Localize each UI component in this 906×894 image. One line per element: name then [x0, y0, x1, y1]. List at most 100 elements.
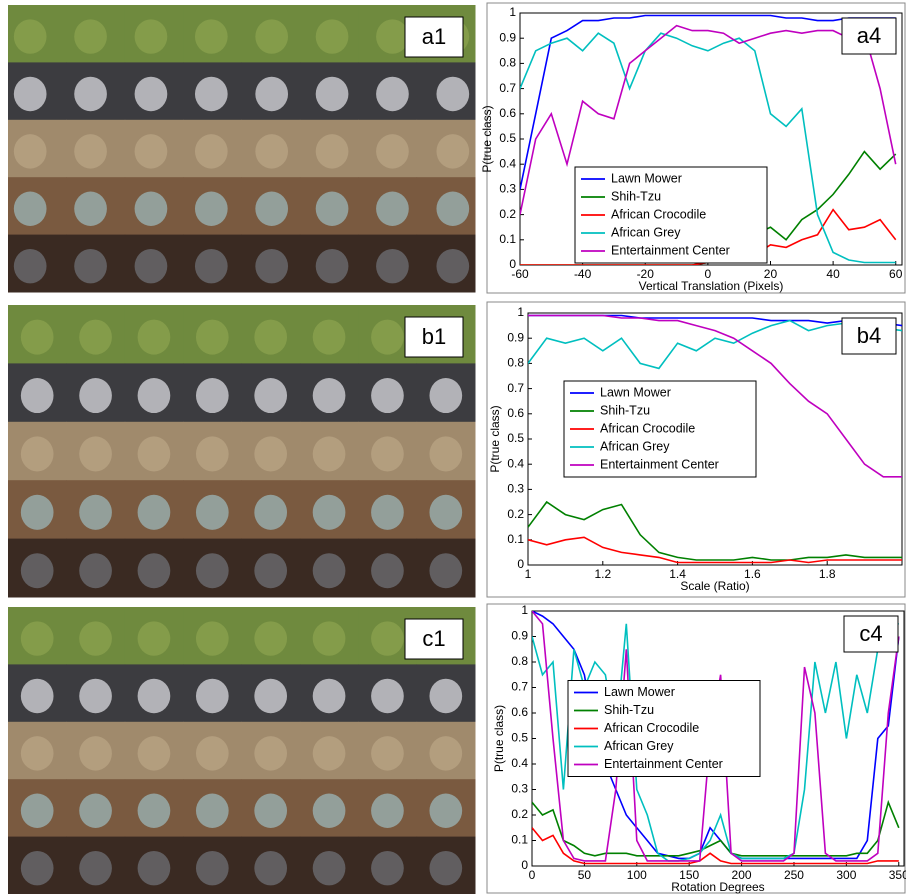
image-subject: [255, 76, 289, 112]
image-subject: [376, 19, 409, 54]
image-subject: [134, 191, 168, 226]
image-subject: [13, 134, 47, 169]
image-subject: [371, 621, 404, 656]
annotation: b4: [857, 323, 881, 348]
series-line: [528, 319, 902, 370]
image-subject: [74, 191, 107, 226]
x-tick-label: -60: [511, 267, 529, 281]
legend-label: African Grey: [604, 739, 674, 753]
image-subject: [315, 19, 349, 54]
image-subject: [255, 134, 289, 169]
image-subject: [429, 850, 463, 886]
image-subject: [436, 248, 470, 284]
y-tick-label: 0.3: [499, 182, 516, 196]
x-axis-label: Rotation Degrees: [671, 880, 764, 894]
series-line: [520, 24, 897, 215]
legend-label: African Crocodile: [604, 721, 699, 735]
image-subject: [315, 191, 349, 226]
image-subject: [20, 678, 54, 714]
image-subject: [134, 248, 168, 284]
image-subject: [254, 494, 288, 530]
image-grid: [8, 5, 476, 293]
x-tick-label: 1.6: [744, 567, 761, 581]
image-subject: [312, 678, 346, 714]
image-subject: [436, 191, 470, 226]
image-subject: [74, 19, 107, 54]
image-subject: [371, 736, 404, 771]
annotation-box: [841, 17, 897, 55]
image-subject: [254, 678, 288, 714]
y-axis-label: P(true class): [480, 105, 494, 172]
image-subject: [13, 76, 47, 112]
y-tick-label: 1: [517, 305, 524, 319]
y-tick-label: 0.4: [499, 156, 516, 170]
image-subject: [254, 553, 288, 589]
image-subject: [137, 436, 171, 472]
y-tick-label: 0.4: [507, 456, 524, 470]
y-tick-label: 0.8: [507, 356, 524, 370]
x-axis-label: Scale (Ratio): [680, 579, 749, 593]
image-subject: [315, 76, 349, 112]
image-subject: [137, 850, 171, 886]
image-subject: [254, 378, 288, 414]
image-subject: [195, 793, 229, 828]
image-subject: [79, 553, 112, 589]
y-tick-label: 0: [509, 257, 516, 271]
image-subject: [79, 850, 112, 886]
x-tick-label: 0: [705, 267, 712, 281]
image-subject: [371, 553, 404, 589]
image-subject: [312, 850, 346, 886]
image-subject: [429, 793, 463, 828]
y-tick-label: 1: [521, 603, 528, 617]
image-subject: [371, 678, 404, 714]
y-tick-label: 0.5: [511, 731, 528, 745]
y-tick-label: 0.1: [507, 532, 524, 546]
image-subject: [13, 191, 47, 226]
image-subject: [74, 134, 107, 169]
y-tick-label: 0: [521, 858, 528, 872]
y-tick-label: 1: [509, 5, 516, 19]
legend-label: Shih-Tzu: [604, 703, 654, 717]
series-line: [528, 500, 902, 561]
image-subject: [255, 191, 289, 226]
x-tick-label: 1: [525, 567, 532, 581]
y-tick-label: 0.2: [507, 507, 524, 521]
image-subject: [312, 436, 346, 472]
x-tick-label: 0: [529, 868, 536, 882]
image-subject: [79, 436, 112, 472]
panel-label: c1: [422, 626, 445, 651]
x-tick-label: -40: [574, 267, 592, 281]
image-subject: [74, 248, 107, 284]
image-subject: [312, 621, 346, 656]
series-line: [532, 623, 899, 862]
legend-label: Entertainment Center: [611, 243, 730, 257]
image-subject: [79, 678, 112, 714]
image-subject: [134, 76, 168, 112]
image-subject: [312, 793, 346, 828]
legend-label: Entertainment Center: [604, 757, 723, 771]
series-line: [520, 32, 896, 264]
image-subject: [137, 378, 171, 414]
image-subject: [254, 319, 288, 355]
y-tick-label: 0.2: [511, 807, 528, 821]
image-subject: [194, 191, 228, 226]
image-subject: [312, 736, 346, 771]
image-subject: [20, 793, 54, 828]
legend-label: Entertainment Center: [600, 457, 719, 471]
y-tick-label: 0.7: [499, 81, 516, 95]
y-axis-label: P(true class): [492, 705, 506, 772]
y-tick-label: 0.3: [511, 782, 528, 796]
image-subject: [429, 494, 463, 530]
series-line: [532, 799, 900, 857]
image-subject: [255, 248, 289, 284]
image-subject: [134, 134, 168, 169]
panel-label-box: [404, 618, 464, 660]
image-subject: [20, 621, 54, 656]
image-subject: [195, 621, 229, 656]
annotation-box: [843, 615, 899, 653]
image-subject: [254, 736, 288, 771]
image-subject: [195, 736, 229, 771]
image-subject: [79, 621, 112, 656]
x-tick-label: 250: [784, 868, 804, 882]
